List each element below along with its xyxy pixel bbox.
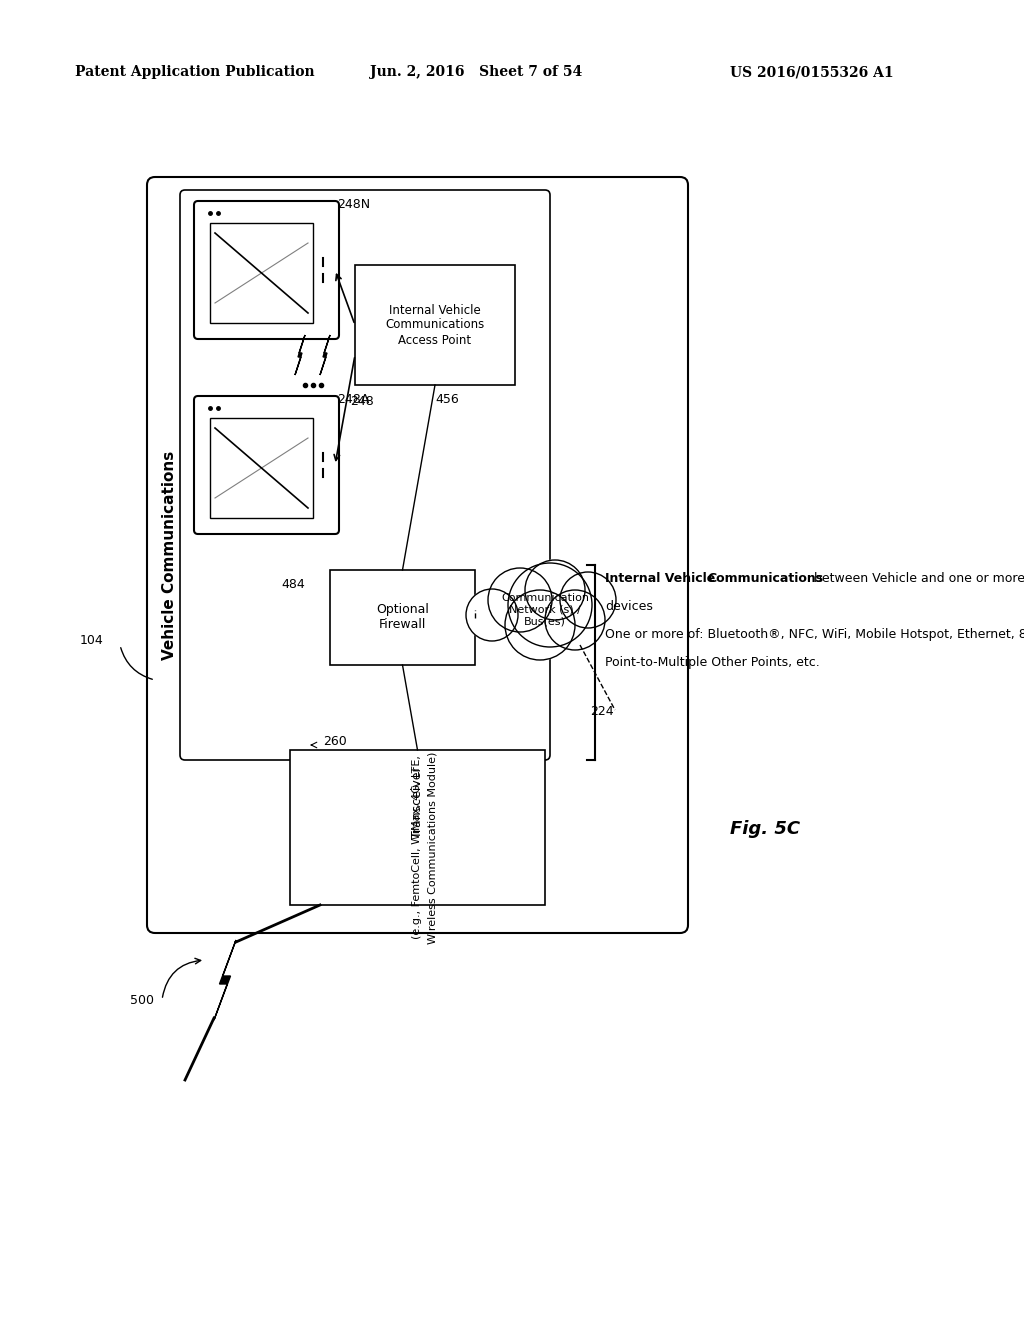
Bar	[330, 570, 475, 665]
Text: Vehicle Communications: Vehicle Communications	[162, 450, 176, 660]
Text: 456: 456	[435, 393, 459, 407]
Text: Jun. 2, 2016   Sheet 7 of 54: Jun. 2, 2016 Sheet 7 of 54	[370, 65, 583, 79]
Text: 260: 260	[323, 735, 347, 748]
FancyBboxPatch shape	[194, 201, 339, 339]
Text: devices: devices	[605, 601, 653, 612]
Circle shape	[545, 590, 605, 649]
Text: 500: 500	[130, 994, 154, 1006]
Polygon shape	[295, 335, 305, 375]
Text: Point-to-Multiple Other Points, etc.: Point-to-Multiple Other Points, etc.	[605, 656, 820, 669]
Text: 224: 224	[590, 705, 613, 718]
Text: Wireless Communications Module): Wireless Communications Module)	[427, 751, 437, 944]
Text: 484: 484	[282, 578, 305, 591]
Text: One or more of: Bluetooth®, NFC, WiFi, Mobile Hotspot, Ethernet, 802.11(x), Poin: One or more of: Bluetooth®, NFC, WiFi, M…	[605, 628, 1024, 642]
Text: Optional
Firewall: Optional Firewall	[376, 603, 429, 631]
Bar	[355, 265, 515, 385]
FancyBboxPatch shape	[147, 177, 688, 933]
Text: Communication
Network (s) /
Bus(es): Communication Network (s) / Bus(es)	[501, 594, 589, 627]
Text: between Vehicle and one or more devices, or between: between Vehicle and one or more devices,…	[810, 572, 1024, 585]
Circle shape	[560, 572, 616, 628]
FancyBboxPatch shape	[194, 396, 339, 535]
Text: 248: 248	[350, 395, 374, 408]
Text: Internal Vehicle
Communications
Access Point: Internal Vehicle Communications Access P…	[385, 304, 484, 346]
Polygon shape	[214, 940, 236, 1020]
Bar	[210, 223, 313, 323]
Circle shape	[466, 589, 518, 642]
FancyBboxPatch shape	[180, 190, 550, 760]
Bar	[290, 750, 545, 906]
Circle shape	[505, 590, 575, 660]
Text: US 2016/0155326 A1: US 2016/0155326 A1	[730, 65, 894, 79]
Text: Transceiver: Transceiver	[411, 767, 424, 838]
Text: Internal Vehicle: Internal Vehicle	[605, 572, 720, 585]
Text: 104: 104	[79, 634, 103, 647]
Text: Communications: Communications	[707, 572, 823, 585]
Circle shape	[508, 564, 592, 647]
Text: (e.g., FemtoCell, WiMax, 4G, LTE,: (e.g., FemtoCell, WiMax, 4G, LTE,	[413, 755, 423, 940]
Text: 248A: 248A	[337, 393, 370, 407]
Text: Patent Application Publication: Patent Application Publication	[75, 65, 314, 79]
Bar	[210, 418, 313, 517]
Circle shape	[525, 560, 585, 620]
Text: Fig. 5C: Fig. 5C	[730, 820, 800, 838]
Polygon shape	[319, 335, 330, 375]
Circle shape	[488, 568, 552, 632]
Text: 248N: 248N	[337, 198, 370, 211]
